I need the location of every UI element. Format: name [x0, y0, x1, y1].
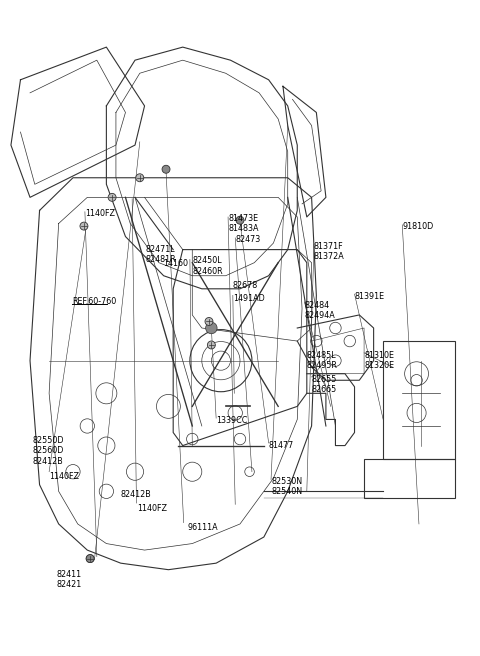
Text: 82473: 82473 — [235, 236, 261, 244]
Text: 91810D: 91810D — [402, 222, 433, 231]
Text: 82471L
82481R: 82471L 82481R — [145, 245, 176, 264]
Circle shape — [162, 165, 170, 173]
Text: 81310E
81320E: 81310E 81320E — [364, 351, 394, 370]
Text: 81391E: 81391E — [355, 292, 384, 301]
Circle shape — [205, 318, 213, 325]
Text: 81473E
81483A: 81473E 81483A — [228, 214, 259, 233]
Circle shape — [136, 174, 144, 182]
Text: 82412B: 82412B — [120, 490, 152, 499]
Text: 82655
82665: 82655 82665 — [312, 375, 337, 394]
Text: 82412B: 82412B — [33, 457, 63, 466]
Text: 1491AD: 1491AD — [233, 294, 264, 303]
Text: 1140FZ: 1140FZ — [49, 472, 79, 481]
Circle shape — [108, 194, 116, 201]
Text: 1339CC: 1339CC — [216, 416, 248, 425]
Circle shape — [236, 216, 244, 224]
Text: 14160: 14160 — [164, 259, 189, 268]
Text: 82450L
82460R: 82450L 82460R — [192, 256, 223, 276]
Text: 82678: 82678 — [233, 281, 258, 290]
Text: 1140FZ: 1140FZ — [85, 209, 115, 218]
Circle shape — [86, 554, 94, 563]
Text: REF.60-760: REF.60-760 — [72, 297, 116, 306]
Text: 82550D
82560D: 82550D 82560D — [33, 436, 64, 455]
Text: 82411
82421: 82411 82421 — [56, 569, 82, 589]
Text: 81371F
81372A: 81371F 81372A — [314, 242, 345, 261]
Circle shape — [80, 222, 88, 230]
Text: 1140FZ: 1140FZ — [137, 504, 168, 514]
Text: 82530N
82540N: 82530N 82540N — [271, 477, 302, 497]
Circle shape — [205, 322, 217, 334]
Text: 82484
82494A: 82484 82494A — [304, 300, 335, 320]
Circle shape — [207, 341, 216, 349]
Circle shape — [86, 554, 94, 563]
Text: 96111A: 96111A — [188, 523, 218, 531]
Text: 82485L
82495R: 82485L 82495R — [307, 351, 338, 370]
Text: 81477: 81477 — [269, 441, 294, 450]
